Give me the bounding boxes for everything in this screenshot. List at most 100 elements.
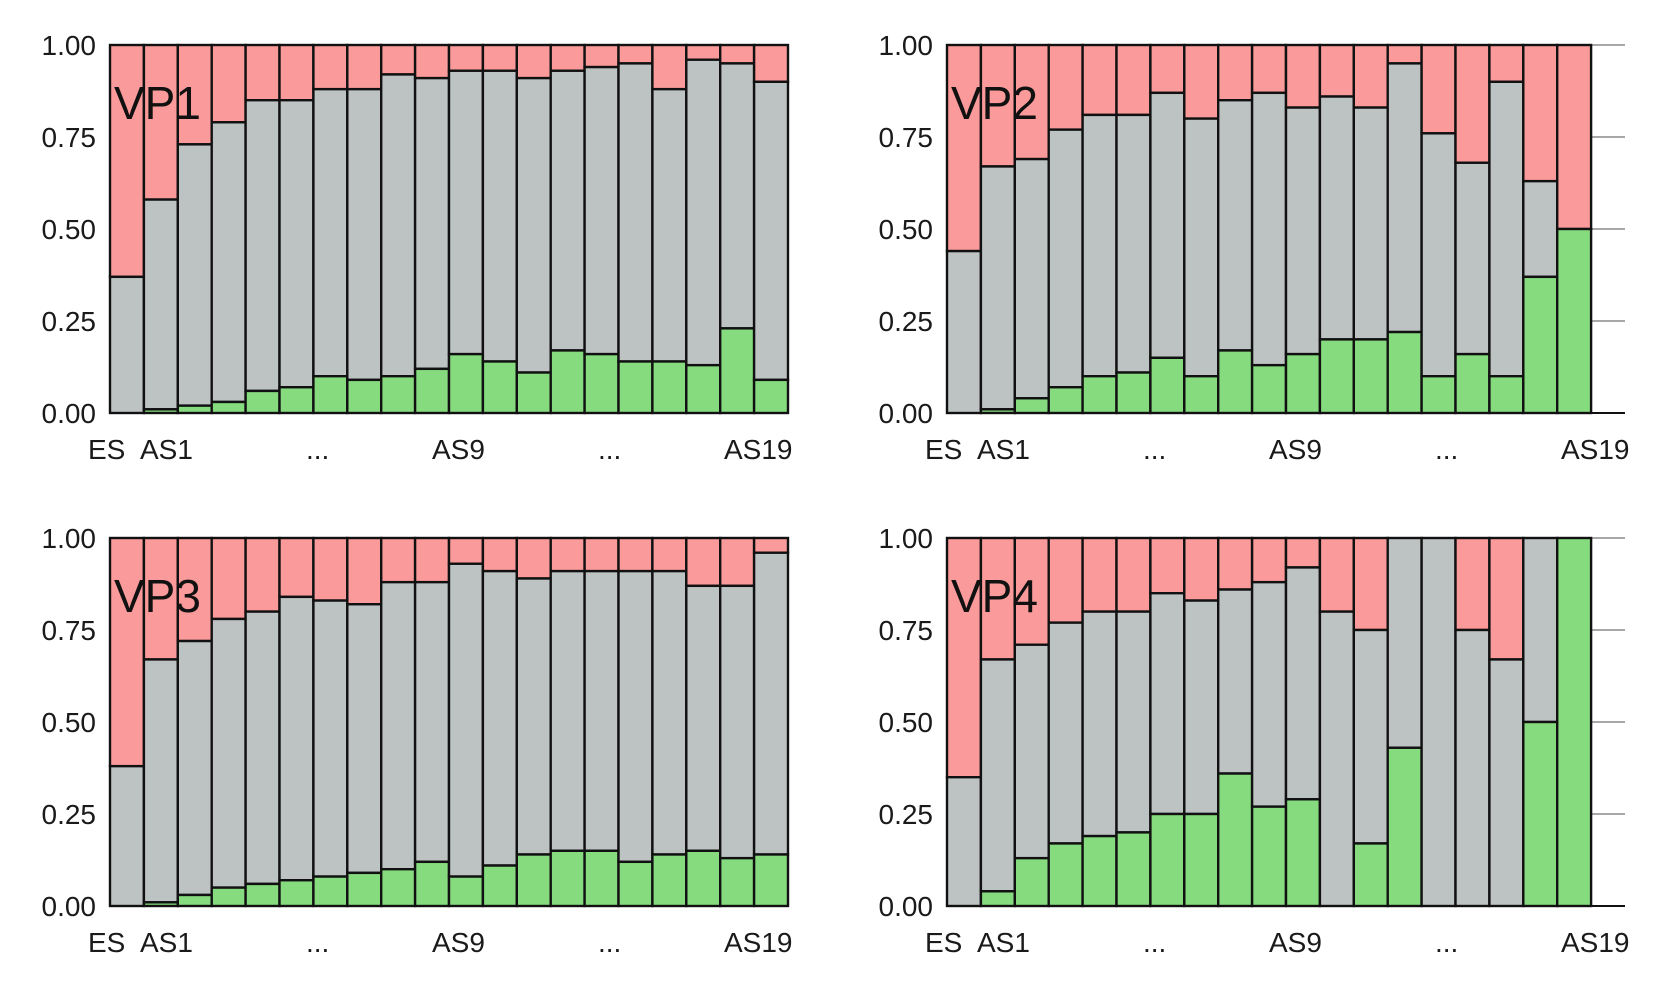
bar-bottom-segment — [176, 404, 213, 415]
bar-top-segment — [1115, 43, 1152, 117]
bar-bottom-segment — [583, 849, 620, 908]
bar-top-segment — [481, 43, 518, 72]
bar-bottom-segment — [346, 871, 383, 908]
x-tick-label: AS9 — [1269, 927, 1322, 958]
bar-middle-segment — [1386, 62, 1423, 334]
bar-bottom-segment — [1284, 798, 1322, 908]
bar-bottom-segment — [278, 386, 315, 415]
bar-top-segment — [651, 536, 688, 573]
bar-top-segment — [176, 43, 213, 146]
bar-bottom-segment — [1047, 386, 1084, 415]
bar-top-segment — [1216, 536, 1254, 591]
y-tick-label: 0.50 — [42, 214, 97, 245]
panel-label: VP2 — [951, 77, 1038, 129]
bar-bottom-segment — [583, 352, 620, 415]
bar-top-segment — [752, 536, 790, 554]
bar-top-segment — [108, 43, 146, 279]
bar-middle-segment — [1522, 536, 1559, 724]
bar-middle-segment — [447, 562, 485, 878]
bar-top-segment — [515, 43, 552, 80]
x-tick-label: ... — [1435, 434, 1458, 465]
bar-bottom-segment — [549, 349, 586, 415]
bar-top-segment — [1454, 43, 1491, 164]
bar-middle-segment — [312, 599, 349, 878]
bar-middle-segment — [210, 121, 247, 404]
bar-top-segment — [447, 43, 485, 72]
bar-middle-segment — [583, 569, 620, 852]
bar-middle-segment — [549, 69, 586, 352]
bar-top-segment — [1386, 43, 1423, 65]
bar-middle-segment — [176, 639, 213, 897]
bar-middle-segment — [142, 198, 179, 411]
bar-top-segment — [244, 43, 281, 102]
bar-bottom-segment — [1386, 330, 1423, 415]
bar-middle-segment — [685, 584, 722, 853]
bar-middle-segment — [142, 658, 179, 904]
x-tick-label: AS1 — [140, 927, 193, 958]
bar-top-segment — [1352, 536, 1389, 632]
bar-bottom-segment — [979, 890, 1017, 908]
bar-bottom-segment — [481, 360, 518, 415]
bar-middle-segment — [1115, 113, 1152, 374]
bar-bottom-segment — [380, 868, 417, 908]
panel-vp3: 0.00 0.25 0.50 0.75 1.00 ES AS1... AS9... AS19 VP… — [42, 523, 793, 958]
bar-top-segment — [1318, 43, 1356, 98]
bar-middle-segment — [617, 569, 654, 864]
bar-top-segment — [1149, 43, 1186, 95]
bar-top-segment — [346, 536, 383, 606]
panel-vp2: 0.00 0.25 0.50 0.75 1.00 ES AS1... AS9... AS19 VP… — [879, 30, 1630, 465]
bar-top-segment — [1250, 43, 1288, 95]
bar-top-segment — [210, 536, 247, 621]
bar-top-segment — [1183, 43, 1220, 120]
bar-top-segment — [583, 536, 620, 573]
bar-middle-segment — [685, 58, 722, 367]
bar-top-segment — [278, 536, 315, 599]
bar-top-segment — [210, 43, 247, 124]
x-tick-label: AS9 — [1269, 434, 1322, 465]
bar-middle-segment — [1352, 628, 1389, 845]
y-tick-label: 0.25 — [879, 799, 934, 830]
bar-top-segment — [945, 43, 983, 253]
bar-middle-segment — [651, 87, 688, 363]
bar-bottom-segment — [312, 375, 349, 415]
bar-bottom-segment — [210, 400, 247, 415]
bar-middle-segment — [1149, 91, 1186, 359]
bar-top-segment — [617, 43, 654, 65]
bar-middle-segment — [1420, 132, 1457, 378]
bar-middle-segment — [278, 98, 315, 389]
bar-middle-segment — [1284, 106, 1322, 356]
bar-middle-segment — [413, 76, 451, 371]
bar-top-segment — [1284, 43, 1322, 109]
bar-middle-segment — [719, 62, 756, 330]
bar-middle-segment — [1183, 117, 1220, 378]
y-tick-label: 0.00 — [879, 398, 934, 429]
bar-top-segment — [1522, 43, 1559, 183]
panel-label: VP3 — [114, 570, 201, 622]
bar-top-segment — [945, 536, 983, 779]
bar-middle-segment — [108, 275, 146, 415]
x-tick-label: ... — [598, 434, 621, 465]
bar-middle-segment — [1149, 592, 1186, 816]
x-tick-label: ... — [306, 434, 329, 465]
bar-bottom-segment — [447, 875, 485, 908]
bar-bottom-segment — [1454, 352, 1491, 415]
bar-top-segment — [312, 536, 349, 602]
bar-middle-segment — [1183, 599, 1220, 816]
bar-top-segment — [752, 43, 790, 83]
x-tick-label: AS9 — [432, 434, 485, 465]
bar-middle-segment — [1318, 610, 1356, 908]
bar-middle-segment — [481, 69, 518, 363]
x-tick-label: ... — [1435, 927, 1458, 958]
bar-bottom-segment — [1352, 842, 1389, 908]
bar-bottom-segment — [1284, 352, 1322, 415]
bar-bottom-segment — [1081, 834, 1118, 908]
bar-top-segment — [413, 536, 451, 584]
bar-middle-segment — [413, 580, 451, 864]
bar-bottom-segment — [1115, 371, 1152, 415]
bar-bottom-segment — [1250, 363, 1288, 415]
bar-top-segment — [515, 536, 552, 580]
bar-middle-segment — [515, 76, 552, 374]
bar-middle-segment — [1013, 157, 1050, 400]
y-tick-label: 0.50 — [879, 707, 934, 738]
bar-bottom-segment — [1149, 812, 1186, 908]
